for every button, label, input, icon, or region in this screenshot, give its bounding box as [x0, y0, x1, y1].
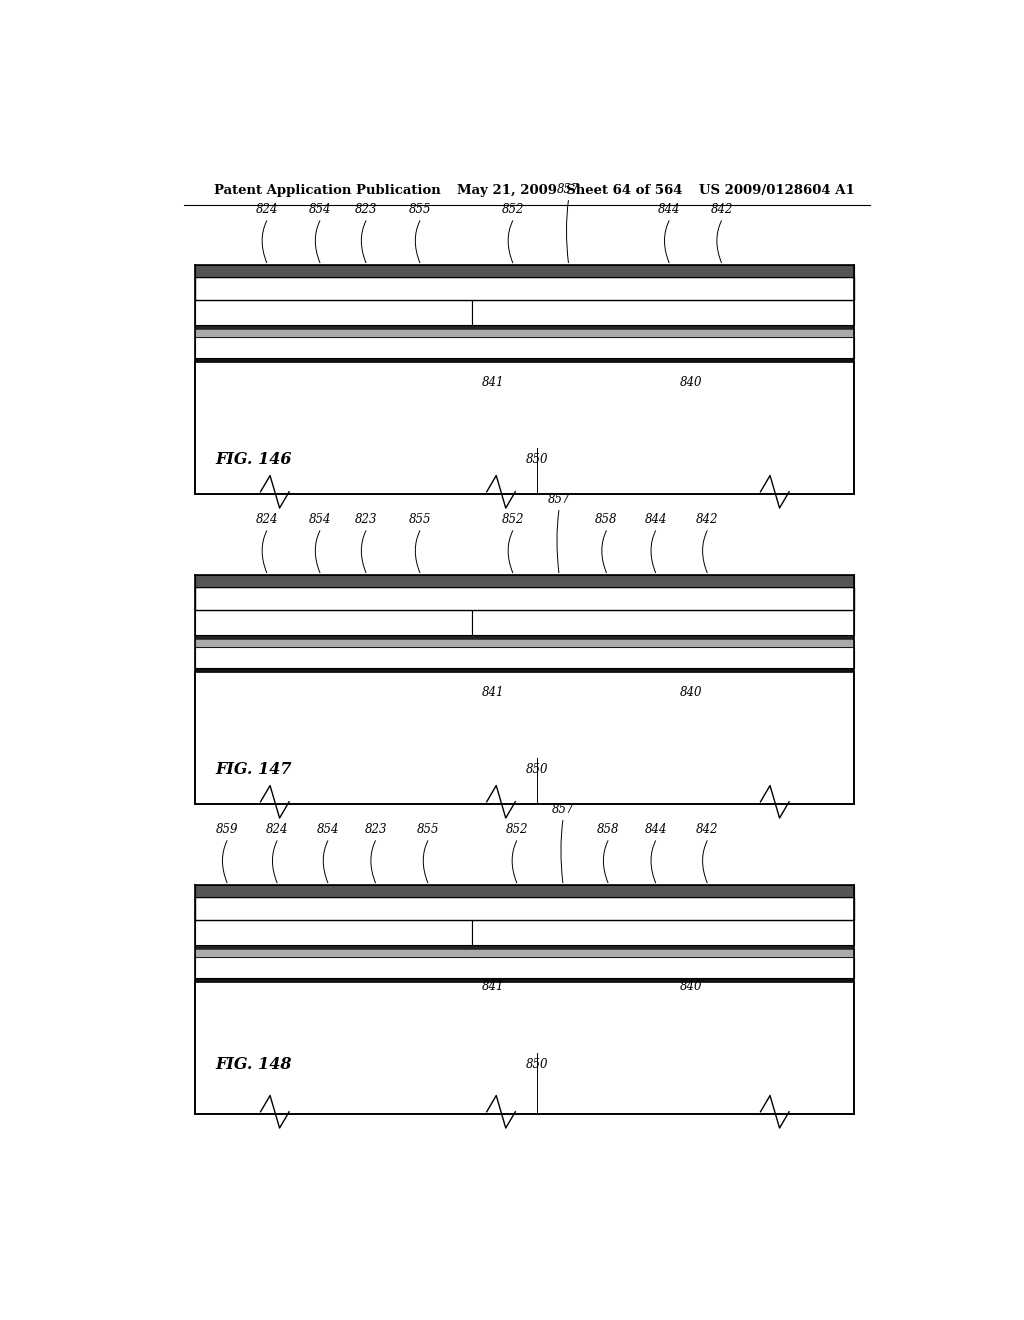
Bar — [196, 338, 854, 358]
Bar — [472, 300, 854, 325]
Text: 855: 855 — [417, 824, 439, 837]
Bar — [196, 672, 854, 804]
Text: 855: 855 — [409, 203, 431, 216]
Bar — [196, 920, 472, 945]
Text: US 2009/0128604 A1: US 2009/0128604 A1 — [699, 185, 855, 198]
Bar — [196, 358, 854, 362]
Bar — [472, 920, 854, 945]
Text: 855: 855 — [409, 513, 431, 527]
Bar — [196, 300, 472, 325]
Text: 852: 852 — [506, 824, 528, 837]
Bar — [196, 949, 854, 957]
Bar — [196, 647, 854, 668]
Text: FIG. 148: FIG. 148 — [215, 1056, 292, 1073]
Text: 854: 854 — [316, 824, 339, 837]
Bar — [472, 300, 854, 325]
Bar — [196, 610, 472, 635]
Bar — [472, 610, 854, 635]
Bar — [196, 672, 854, 804]
Bar — [196, 610, 472, 635]
Bar — [196, 978, 854, 982]
Text: Patent Application Publication: Patent Application Publication — [214, 185, 440, 198]
Text: 858: 858 — [595, 513, 617, 527]
Text: 850: 850 — [525, 1057, 548, 1071]
Text: 841: 841 — [482, 685, 504, 698]
Bar — [196, 886, 854, 898]
Text: 824: 824 — [266, 824, 289, 837]
Text: 858: 858 — [597, 824, 620, 837]
Text: 850: 850 — [525, 453, 548, 466]
Text: 823: 823 — [355, 513, 377, 527]
Bar — [196, 920, 472, 945]
Bar — [196, 587, 854, 610]
Text: 857: 857 — [548, 492, 570, 506]
Text: 840: 840 — [680, 375, 702, 388]
Bar — [196, 982, 854, 1114]
Bar — [196, 362, 854, 494]
Bar — [196, 362, 854, 494]
Text: FIG. 146: FIG. 146 — [215, 451, 292, 469]
Text: 823: 823 — [365, 824, 387, 837]
Text: 842: 842 — [696, 824, 719, 837]
Bar — [196, 957, 854, 978]
Text: 844: 844 — [644, 824, 667, 837]
Text: 844: 844 — [644, 513, 667, 527]
Text: 823: 823 — [355, 203, 377, 216]
Bar — [196, 325, 854, 329]
Text: 857: 857 — [552, 803, 574, 816]
Text: May 21, 2009  Sheet 64 of 564: May 21, 2009 Sheet 64 of 564 — [458, 185, 683, 198]
Text: 824: 824 — [256, 203, 279, 216]
Bar — [196, 576, 854, 587]
Bar — [196, 647, 854, 668]
Bar — [196, 957, 854, 978]
Text: 840: 840 — [680, 981, 702, 993]
Bar — [196, 265, 854, 277]
Bar — [472, 610, 854, 635]
Text: 854: 854 — [309, 513, 332, 527]
Text: 844: 844 — [658, 203, 681, 216]
Bar — [196, 635, 854, 639]
Bar — [196, 639, 854, 647]
Bar — [196, 277, 854, 300]
Text: 841: 841 — [482, 375, 504, 388]
Bar — [196, 982, 854, 1114]
Bar — [196, 945, 854, 949]
Text: 841: 841 — [482, 981, 504, 993]
Bar — [196, 587, 854, 610]
Bar — [196, 668, 854, 672]
Text: 842: 842 — [696, 513, 719, 527]
Bar — [196, 329, 854, 338]
Bar — [196, 898, 854, 920]
Text: 842: 842 — [711, 203, 733, 216]
Bar — [196, 338, 854, 358]
Text: 854: 854 — [309, 203, 332, 216]
Text: 857: 857 — [557, 183, 580, 195]
Bar — [196, 277, 854, 300]
Text: 852: 852 — [502, 203, 524, 216]
Bar — [196, 898, 854, 920]
Text: 824: 824 — [256, 513, 279, 527]
Bar — [472, 920, 854, 945]
Text: 852: 852 — [502, 513, 524, 527]
Text: 850: 850 — [525, 763, 548, 776]
Text: 840: 840 — [680, 685, 702, 698]
Text: 859: 859 — [216, 824, 239, 837]
Bar — [196, 300, 472, 325]
Text: FIG. 147: FIG. 147 — [215, 762, 292, 777]
